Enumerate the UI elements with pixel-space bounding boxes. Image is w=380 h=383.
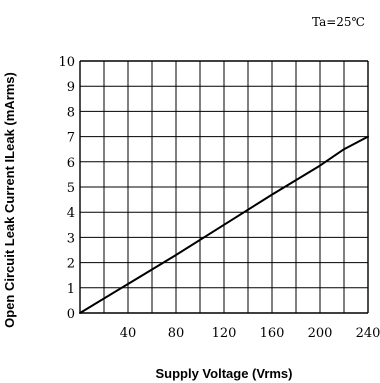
y-tick-label: 5 bbox=[67, 181, 75, 196]
x-tick-label: 160 bbox=[260, 326, 285, 341]
series-lines bbox=[79, 135, 369, 314]
y-axis-label: Open Circuit Leak Current ILeak (mArms) bbox=[2, 72, 17, 328]
x-tick-label: 120 bbox=[212, 326, 237, 341]
y-tick-label: 9 bbox=[67, 80, 75, 95]
series-line bbox=[79, 135, 369, 314]
temperature-annotation: Ta=25℃ bbox=[312, 15, 365, 29]
x-axis-label: Supply Voltage (Vrms) bbox=[155, 366, 292, 381]
x-tick-labels: 40 80 120 160 200 240 bbox=[120, 326, 380, 341]
x-tick-label: 200 bbox=[308, 326, 333, 341]
y-tick-label: 3 bbox=[67, 231, 75, 246]
y-tick-label: 8 bbox=[67, 105, 75, 120]
x-tick-label: 240 bbox=[356, 326, 380, 341]
y-tick-label: 1 bbox=[67, 282, 75, 297]
grid-lines bbox=[79, 60, 369, 314]
y-tick-label: 10 bbox=[58, 55, 75, 70]
y-tick-label: 7 bbox=[67, 131, 75, 146]
y-tick-label: 0 bbox=[67, 307, 75, 322]
y-tick-label: 4 bbox=[67, 206, 75, 221]
y-tick-label: 6 bbox=[67, 156, 75, 171]
y-tick-label: 2 bbox=[67, 257, 75, 272]
x-tick-label: 80 bbox=[168, 326, 185, 341]
y-tick-labels: 0 1 2 3 4 5 6 7 8 9 10 bbox=[58, 55, 75, 322]
x-tick-label: 40 bbox=[120, 326, 137, 341]
